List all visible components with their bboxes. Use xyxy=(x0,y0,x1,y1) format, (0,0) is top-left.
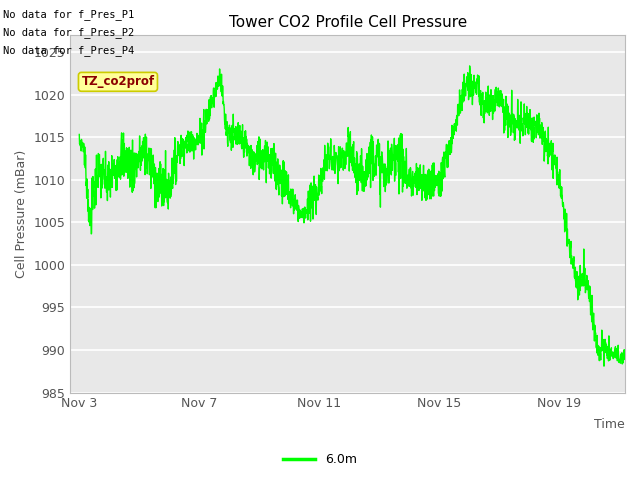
Text: No data for f_Pres_P2: No data for f_Pres_P2 xyxy=(3,27,134,38)
Title: Tower CO2 Profile Cell Pressure: Tower CO2 Profile Cell Pressure xyxy=(228,15,467,30)
Text: No data for f_Pres_P4: No data for f_Pres_P4 xyxy=(3,45,134,56)
Y-axis label: Cell Pressure (mBar): Cell Pressure (mBar) xyxy=(15,150,28,278)
Text: No data for f_Pres_P1: No data for f_Pres_P1 xyxy=(3,9,134,20)
Legend: 6.0m: 6.0m xyxy=(278,448,362,471)
Text: TZ_co2prof: TZ_co2prof xyxy=(81,75,154,88)
Text: Time: Time xyxy=(595,418,625,431)
